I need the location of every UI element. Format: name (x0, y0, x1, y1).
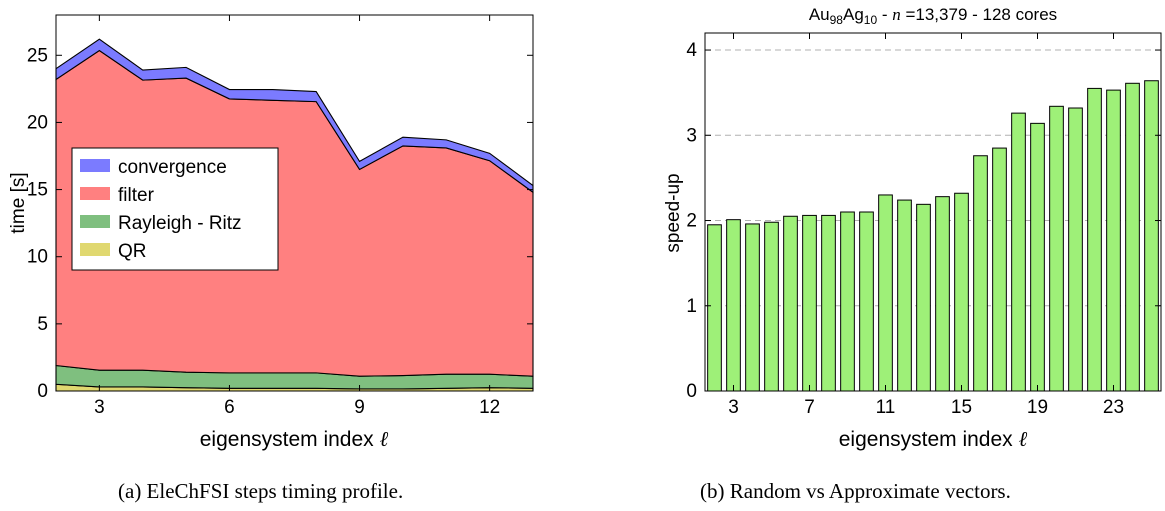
x-axis-label-symbol: ℓ (1019, 427, 1028, 451)
x-axis-label-text: eigensystem index (839, 428, 1013, 451)
bar (1087, 87, 1102, 392)
legend-label: Rayleigh - Ritz (118, 213, 242, 234)
x-tick-label: 6 (224, 397, 235, 418)
bar (726, 219, 741, 392)
x-tick-label: 9 (354, 397, 365, 418)
bar (954, 192, 969, 392)
bar (1011, 112, 1026, 392)
y-axis-label: speed-up (663, 173, 684, 252)
bar (897, 199, 912, 392)
bar (1144, 80, 1159, 392)
bar (935, 196, 950, 392)
x-axis-label: eigensystem index ℓ (200, 427, 389, 451)
title-au: Au (809, 5, 830, 24)
plot-frame (55, 14, 534, 392)
x-axis-label-text: eigensystem index (200, 428, 374, 451)
legend-swatch (80, 187, 110, 200)
bar (1049, 105, 1064, 392)
bar (764, 221, 779, 392)
x-tick-label: 12 (479, 397, 500, 418)
x-tick-label: 19 (1027, 397, 1048, 418)
title-cores: - 128 cores (967, 5, 1057, 24)
bar (745, 223, 760, 392)
y-tick-label: 20 (27, 112, 48, 133)
x-tick-label: 3 (94, 397, 105, 418)
x-tick-label: 7 (804, 397, 815, 418)
timing-profile-chart: 3 6 9 12 0 5 10 15 20 25 time [s] eigensystem ind… (8, 14, 534, 451)
plot-frame (704, 32, 1162, 392)
stacked-areas (55, 38, 534, 392)
legend-swatch (80, 159, 110, 172)
title-n: n (892, 5, 901, 24)
caption-b: (b) Random vs Approximate vectors. (700, 479, 1011, 503)
bar (1106, 89, 1121, 392)
legend: convergence filter Rayleigh - Ritz QR (71, 147, 279, 271)
x-tick-label: 23 (1103, 397, 1124, 418)
bar (973, 155, 988, 392)
chart-title: Au98Ag10 - n =13,379 - 128 cores (809, 5, 1057, 27)
title-au-sub: 98 (830, 13, 844, 27)
y-axis-label: time [s] (8, 172, 29, 233)
y-tick-label: 1 (686, 296, 697, 317)
legend-swatch (80, 243, 110, 256)
bar (821, 214, 836, 392)
x-axis-label: eigensystem index ℓ (839, 427, 1028, 451)
bar (707, 224, 722, 392)
y-tick-label: 5 (37, 314, 48, 335)
y-tick-label: 10 (27, 247, 48, 268)
grid-lines (705, 49, 1161, 307)
legend-label: convergence (118, 157, 227, 178)
x-axis-label-symbol: ℓ (380, 427, 389, 451)
bar (992, 147, 1007, 392)
legend-swatch (80, 215, 110, 228)
axis-ticks: 3 6 9 12 0 5 10 15 20 25 (27, 15, 533, 418)
bar (1068, 107, 1083, 392)
x-tick-label: 15 (951, 397, 972, 418)
bar (840, 211, 855, 392)
bar (1125, 82, 1140, 392)
y-tick-label: 15 (27, 180, 48, 201)
title-sep1: - (877, 5, 892, 24)
bar (802, 214, 817, 392)
x-tick-label: 11 (876, 397, 896, 418)
title-ag-sub: 10 (864, 13, 878, 27)
x-tick-label: 3 (728, 397, 739, 418)
title-ag: Ag (843, 5, 864, 24)
caption-a: (a) EleChFSI steps timing profile. (118, 479, 404, 503)
bar (878, 194, 893, 392)
bar (783, 215, 798, 392)
bar (916, 203, 931, 392)
y-tick-label: 3 (686, 125, 697, 146)
bar (859, 211, 874, 392)
bars (707, 80, 1159, 392)
y-tick-label: 2 (686, 211, 697, 232)
y-tick-label: 0 (686, 381, 697, 402)
title-eq: =13,379 (901, 5, 968, 24)
legend-label: filter (118, 185, 155, 206)
y-tick-label: 0 (37, 381, 48, 402)
y-tick-label: 4 (686, 40, 697, 61)
y-tick-label: 25 (27, 45, 48, 66)
bar (1030, 122, 1045, 392)
legend-label: QR (118, 241, 147, 262)
